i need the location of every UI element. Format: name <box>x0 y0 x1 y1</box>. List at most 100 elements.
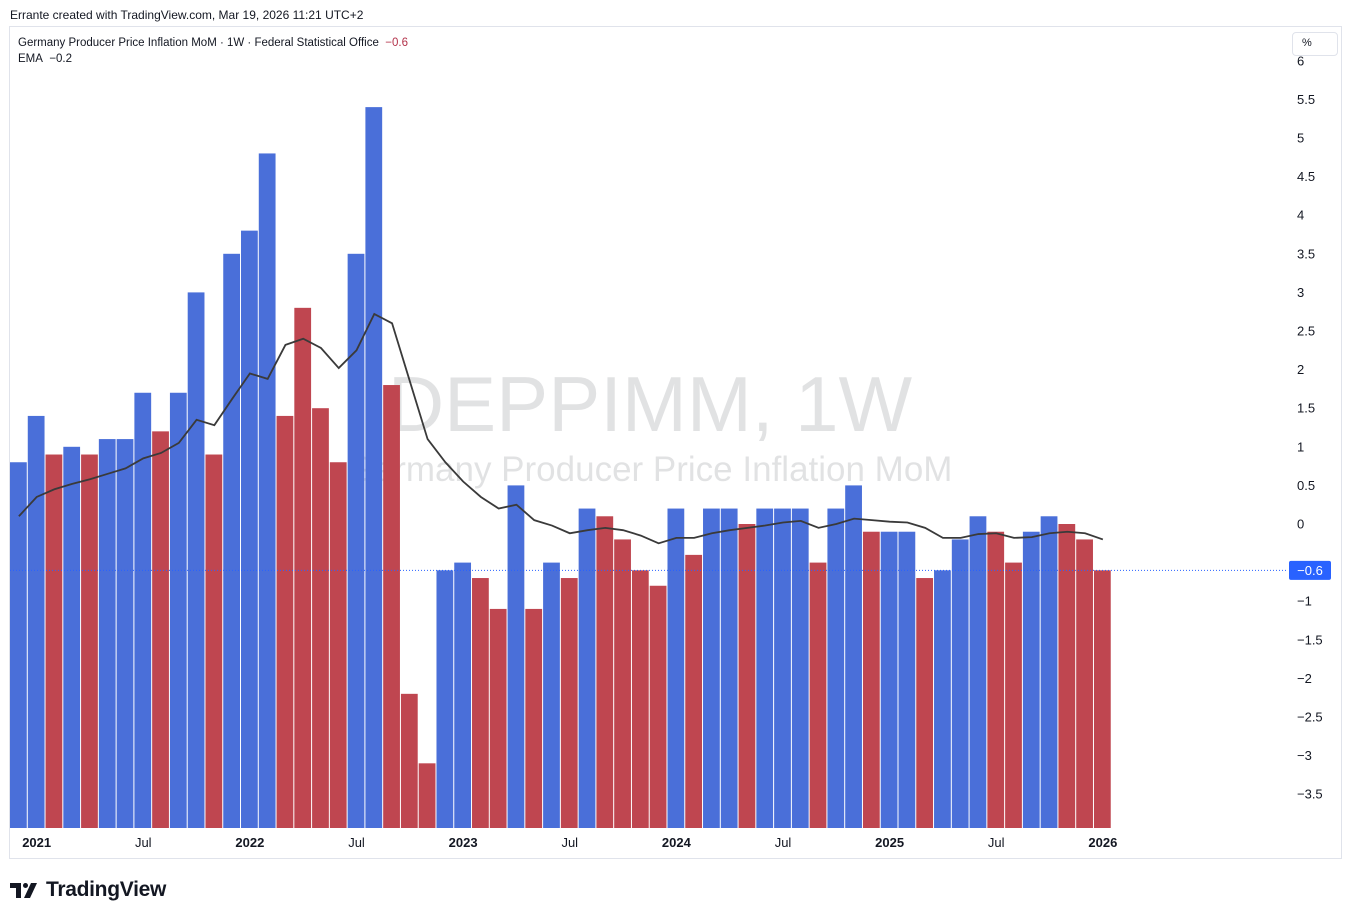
y-tick-label: 3 <box>1297 285 1304 300</box>
bar <box>845 485 862 828</box>
bar <box>347 253 365 829</box>
bar <box>329 462 347 828</box>
bar <box>898 531 916 828</box>
bar <box>703 508 720 828</box>
x-tick-label: 2025 <box>875 835 904 850</box>
y-tick-label: 0 <box>1297 517 1304 532</box>
bar <box>649 585 667 828</box>
y-tick-label: 3.5 <box>1297 246 1315 261</box>
y-tick-label: 4 <box>1297 208 1304 223</box>
y-axis[interactable]: 6 5.5 5 4.5 4 3.5 3 2.5 2 1.5 1 0.5 0 −1 −1.5 −2 −2.5 −3 −… <box>1297 53 1323 801</box>
bar <box>116 439 134 828</box>
bar <box>1076 539 1093 828</box>
bar <box>400 693 418 828</box>
last-value-badge-bg <box>1289 560 1331 580</box>
x-tick-label: Jul <box>988 835 1005 850</box>
bar <box>241 230 258 828</box>
y-tick-label: 4.5 <box>1297 169 1315 184</box>
bar <box>1005 562 1022 828</box>
ema-line <box>18 312 1104 545</box>
bar <box>312 408 329 828</box>
bar <box>578 508 596 828</box>
bar <box>738 524 756 828</box>
bar <box>365 107 383 829</box>
last-value-badge: −0.6 <box>1289 560 1331 580</box>
legend-series-value: −0.6 <box>385 37 408 49</box>
bar <box>880 531 898 828</box>
bar <box>152 431 169 828</box>
watermark: DEPPIMM, 1W Germany Producer Price Infla… <box>348 360 953 489</box>
bar <box>1058 524 1076 828</box>
bar <box>276 415 294 828</box>
y-tick-label: 1 <box>1297 439 1304 454</box>
x-tick-label: Jul <box>135 835 152 850</box>
bar <box>27 415 45 828</box>
bar <box>596 516 614 828</box>
y-tick-label: 6 <box>1297 53 1304 68</box>
bar <box>827 508 845 828</box>
x-tick-label: Jul <box>561 835 578 850</box>
bar <box>631 570 649 828</box>
bar <box>934 570 951 828</box>
y-tick-label: −1.5 <box>1297 632 1323 647</box>
bar <box>489 608 507 828</box>
bar <box>809 562 827 828</box>
y-tick-label: −2.5 <box>1297 710 1323 725</box>
bar <box>774 508 791 828</box>
x-tick-label: 2022 <box>235 835 264 850</box>
x-tick-label: 2021 <box>22 835 51 850</box>
bar <box>951 539 969 828</box>
x-axis[interactable]: 2021 Jul 2022 Jul 2023 Jul 2024 Jul 2025 Jul 2026 <box>22 835 1117 850</box>
bar <box>223 253 241 829</box>
bar <box>1022 531 1040 828</box>
bar <box>756 508 774 828</box>
bar <box>1040 516 1058 828</box>
bar <box>614 539 631 828</box>
bar <box>10 462 27 828</box>
bar <box>258 153 276 828</box>
tradingview-logo[interactable]: TradingView <box>10 878 166 902</box>
unit-toggle-button[interactable]: % <box>1292 32 1338 56</box>
bar <box>383 385 400 828</box>
bar <box>667 508 685 828</box>
bar <box>916 578 934 828</box>
bar <box>987 531 1005 828</box>
bar <box>791 508 809 828</box>
bar <box>294 307 312 829</box>
legend-series-title: Germany Producer Price Inflation MoM · 1… <box>18 37 379 49</box>
x-tick-label: 2024 <box>662 835 692 850</box>
bar <box>45 454 63 828</box>
y-tick-label: −2 <box>1297 671 1312 686</box>
tradingview-logo-text: TradingView <box>46 878 167 901</box>
series-legend[interactable]: Germany Producer Price Inflation MoM · 1… <box>18 35 408 67</box>
bar <box>187 292 205 828</box>
y-tick-label: 0.5 <box>1297 478 1315 493</box>
y-tick-label: 5 <box>1297 131 1304 146</box>
legend-ema-row[interactable]: EMA −0.2 <box>18 51 408 67</box>
x-tick-label: 2023 <box>449 835 478 850</box>
y-tick-label: −3 <box>1297 748 1312 763</box>
y-tick-label: 2.5 <box>1297 324 1315 339</box>
bar <box>454 562 472 828</box>
bar <box>169 392 187 828</box>
bar <box>134 392 152 828</box>
legend-ema-value: −0.2 <box>49 53 73 65</box>
bar-series <box>10 107 1111 829</box>
x-tick-label: Jul <box>348 835 365 850</box>
bar <box>472 578 489 828</box>
bar <box>1093 570 1111 828</box>
bar <box>525 608 543 828</box>
bar <box>862 531 880 828</box>
bar <box>98 439 116 828</box>
bar <box>436 570 454 828</box>
watermark-name: Germany Producer Price Inflation MoM <box>348 450 953 489</box>
y-tick-label: 1.5 <box>1297 401 1315 416</box>
x-tick-label: Jul <box>775 835 792 850</box>
tradingview-logo-icon <box>10 883 37 898</box>
legend-main-row[interactable]: Germany Producer Price Inflation MoM · 1… <box>18 35 408 51</box>
bar <box>969 516 987 828</box>
last-value-badge-text: −0.6 <box>1297 563 1323 578</box>
x-tick-label: 2026 <box>1088 835 1117 850</box>
bar <box>63 446 81 828</box>
